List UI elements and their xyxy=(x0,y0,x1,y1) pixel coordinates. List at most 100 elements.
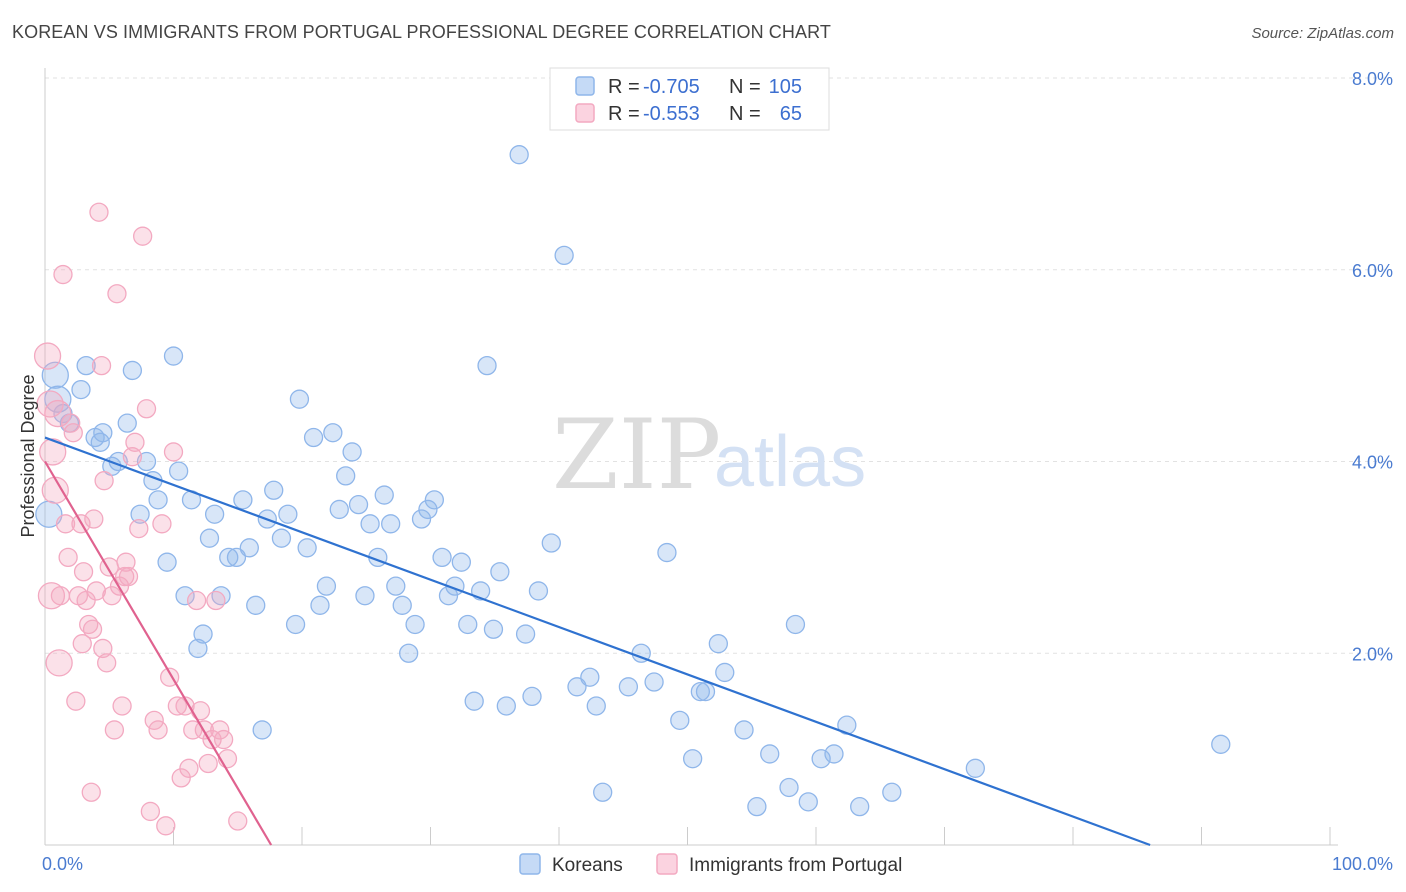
point-s1-47 xyxy=(179,758,199,778)
point-s0-57 xyxy=(405,614,425,635)
point-s1-27 xyxy=(107,284,127,304)
point-s0-101 xyxy=(850,797,870,817)
point-s0-13 xyxy=(122,360,143,381)
point-s0-54 xyxy=(386,576,406,596)
point-s1-6 xyxy=(53,264,73,285)
point-s1-2 xyxy=(39,438,67,466)
point-s1-34 xyxy=(129,518,149,539)
point-s0-95 xyxy=(779,777,799,798)
point-s1-17 xyxy=(81,782,101,802)
point-s0-79 xyxy=(580,667,600,687)
point-s1-56 xyxy=(213,729,234,750)
stats-legend-box xyxy=(549,67,830,131)
point-s1-1 xyxy=(36,390,64,418)
legend-n-label-1: N = xyxy=(729,76,761,98)
point-s1-54 xyxy=(206,590,226,611)
point-s0-74 xyxy=(522,686,542,707)
source-credit: Source: ZipAtlas.com xyxy=(1251,25,1394,42)
y-tick-label-3: 8.0% xyxy=(1352,69,1393,89)
point-s1-33 xyxy=(125,432,145,452)
legend-r-label-2: R = xyxy=(608,103,640,125)
point-s0-25 xyxy=(199,528,220,548)
point-s0-35 xyxy=(264,480,284,500)
point-s0-103 xyxy=(965,758,985,778)
legend-n-value-1: 105 xyxy=(769,76,802,98)
point-s1-20 xyxy=(89,202,109,222)
point-s0-87 xyxy=(682,749,703,769)
point-s0-36 xyxy=(271,528,292,548)
point-s0-99 xyxy=(824,744,844,764)
point-s0-93 xyxy=(747,797,767,817)
point-s0-84 xyxy=(644,672,664,692)
x-tick-labels: 0.0% 100.0% xyxy=(42,854,1393,874)
trend-line-s0 xyxy=(44,436,1151,847)
trend-lines xyxy=(44,436,1151,847)
axes xyxy=(44,68,1338,846)
point-s1-61 xyxy=(82,619,103,639)
point-s0-91 xyxy=(715,662,735,683)
watermark: ZIP atlas xyxy=(552,399,866,511)
point-s0-94 xyxy=(760,744,780,764)
y-axis-label: Professional Degree xyxy=(18,374,38,537)
point-s0-61 xyxy=(432,547,452,568)
point-s0-24 xyxy=(193,624,213,644)
point-s0-58 xyxy=(411,509,432,529)
point-s1-11 xyxy=(66,691,86,711)
point-s0-21 xyxy=(175,586,195,606)
data-points xyxy=(33,145,1231,836)
point-s1-36 xyxy=(136,399,157,419)
point-s0-64 xyxy=(451,552,471,572)
point-s0-38 xyxy=(285,614,306,635)
point-s0-52 xyxy=(374,485,394,505)
watermark-atlas: atlas xyxy=(714,422,866,502)
point-s1-29 xyxy=(112,696,132,716)
point-s0-28 xyxy=(219,547,239,568)
point-s1-15 xyxy=(76,590,96,611)
point-s1-60 xyxy=(93,638,113,659)
point-s0-86 xyxy=(670,710,690,731)
point-s1-22 xyxy=(94,471,114,491)
y-tick-label-2: 6.0% xyxy=(1352,261,1393,281)
series-legend-portugal: Immigrants from Portugal xyxy=(689,855,902,876)
y-tick-labels: 2.0% 4.0% 6.0% 8.0% xyxy=(1352,69,1393,664)
point-s0-89 xyxy=(695,681,716,702)
point-s1-8 xyxy=(58,547,78,568)
point-s1-3 xyxy=(41,476,69,504)
point-s0-56 xyxy=(399,643,419,663)
point-s0-9 xyxy=(93,423,113,443)
point-s0-49 xyxy=(355,586,375,606)
point-s1-25 xyxy=(102,586,122,606)
point-s0-102 xyxy=(882,782,902,802)
point-s0-81 xyxy=(593,782,613,802)
point-s0-55 xyxy=(392,595,412,615)
point-s1-59 xyxy=(116,552,136,572)
point-s0-44 xyxy=(323,423,343,443)
point-s0-23 xyxy=(188,638,208,659)
point-s0-37 xyxy=(278,504,298,524)
point-s0-76 xyxy=(541,533,561,553)
point-s1-44 xyxy=(167,696,188,716)
point-s0-97 xyxy=(798,792,818,812)
point-s0-66 xyxy=(464,691,484,711)
point-s0-5 xyxy=(71,379,91,400)
watermark-zip: ZIP xyxy=(552,399,721,511)
point-s0-12 xyxy=(117,413,137,433)
point-s0-68 xyxy=(477,355,497,376)
point-s1-52 xyxy=(198,753,218,774)
legend-swatch-portugal xyxy=(575,103,595,123)
legend-swatch-koreans xyxy=(575,76,595,96)
point-s0-80 xyxy=(586,696,606,716)
point-s0-43 xyxy=(316,576,337,596)
point-s0-70 xyxy=(490,562,510,582)
legend-r-value-2: -0.553 xyxy=(643,103,700,125)
point-s0-46 xyxy=(336,466,356,486)
point-s1-37 xyxy=(140,801,161,822)
point-s1-32 xyxy=(122,447,143,467)
point-s0-39 xyxy=(289,389,310,409)
point-s1-50 xyxy=(190,701,211,721)
point-s1-19 xyxy=(86,581,107,601)
point-s1-7 xyxy=(55,514,76,534)
point-s0-78 xyxy=(567,677,587,697)
point-s0-26 xyxy=(204,504,225,524)
point-s0-75 xyxy=(528,581,549,601)
